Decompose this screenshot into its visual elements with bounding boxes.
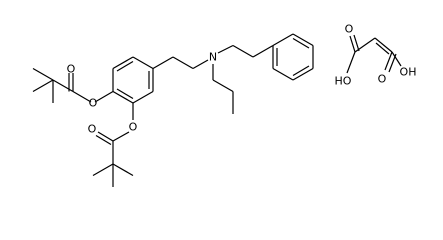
atom-labels: O O O O N O HO O OH [67,23,417,136]
atom-label: O [67,63,76,76]
atom-label: OH [400,66,417,79]
atom-label: O [89,97,98,110]
page: O O O O N O HO O OH (() => { const data … [32,22,417,187]
atom-label: O [345,23,354,36]
atom-label: O [378,73,387,86]
atom-label: O [88,123,97,136]
structure: O O O O N O HO O OH [32,23,417,187]
atom-label: N [209,51,217,64]
atom-label: HO [335,75,352,88]
bonds [32,33,402,187]
atom-label: O [129,121,138,134]
